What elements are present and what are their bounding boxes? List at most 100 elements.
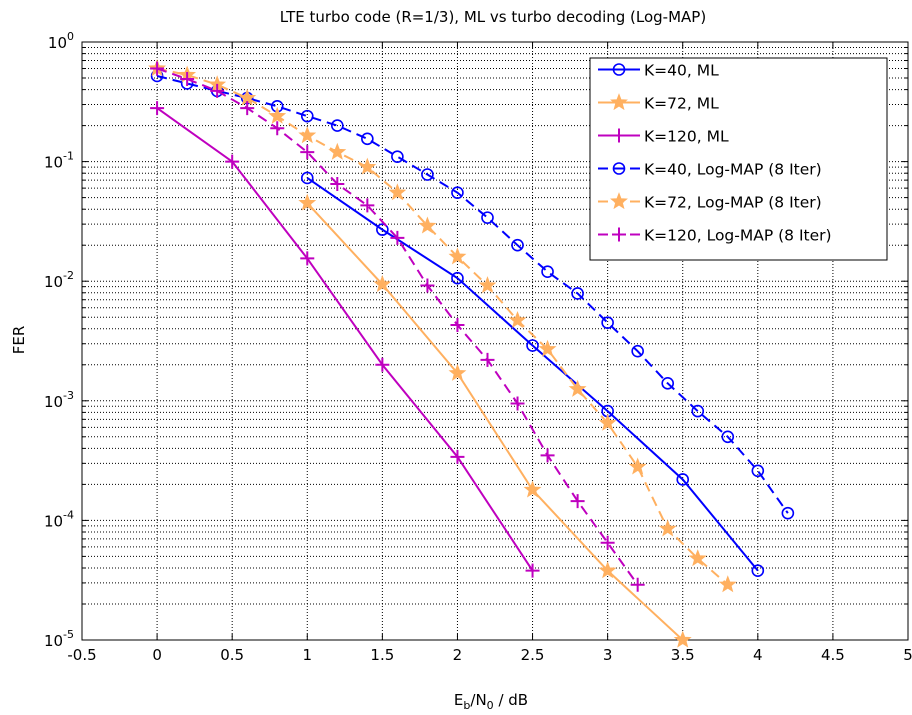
circle-marker bbox=[451, 186, 464, 199]
star-marker bbox=[298, 126, 317, 144]
star-marker bbox=[598, 413, 617, 431]
series-2 bbox=[298, 193, 692, 648]
plus-marker bbox=[540, 448, 555, 463]
circle-marker bbox=[571, 287, 584, 300]
star-marker bbox=[568, 379, 587, 397]
x-tick-label: 2 bbox=[453, 646, 463, 664]
star-marker bbox=[718, 575, 737, 593]
circle-marker bbox=[661, 377, 675, 390]
star-marker bbox=[658, 519, 677, 537]
y-tick-label: 100 bbox=[48, 30, 74, 52]
plus-marker bbox=[630, 577, 645, 592]
star-marker bbox=[373, 275, 392, 293]
plus-marker bbox=[420, 278, 435, 293]
plus-marker bbox=[570, 494, 585, 509]
plus-marker bbox=[150, 61, 165, 76]
circle-marker bbox=[300, 109, 314, 123]
circle-marker bbox=[751, 564, 765, 577]
star-marker bbox=[610, 192, 628, 210]
x-axis-label: Eb/N0 / dB bbox=[454, 691, 528, 712]
circle-marker bbox=[601, 316, 614, 329]
legend-label: K=72, Log-MAP (8 Iter) bbox=[644, 194, 822, 212]
circle-marker bbox=[361, 132, 374, 146]
circle-marker bbox=[631, 344, 644, 358]
circle-marker bbox=[691, 404, 705, 418]
star-marker bbox=[448, 247, 467, 265]
legend-label: K=120, ML bbox=[644, 128, 729, 146]
plus-marker bbox=[210, 83, 225, 98]
series-6 bbox=[150, 61, 645, 592]
series-layer bbox=[148, 59, 795, 648]
series-line bbox=[156, 107, 534, 572]
plus-marker bbox=[300, 145, 315, 160]
plus-marker bbox=[450, 449, 465, 464]
star-marker bbox=[448, 363, 467, 381]
x-axis-label-sub-0: 0 bbox=[487, 699, 494, 712]
legend-box bbox=[589, 57, 888, 261]
y-tick-labels: 100 10-1 10-2 10-3 10-4 10-5 bbox=[44, 30, 74, 650]
circle-marker bbox=[751, 464, 765, 478]
legend-entry-3: K=120, ML bbox=[598, 128, 729, 146]
plus-marker bbox=[600, 535, 615, 550]
x-tick-label: 1 bbox=[302, 646, 312, 664]
circle-marker bbox=[526, 339, 539, 352]
star-marker bbox=[358, 157, 377, 175]
x-axis-label-e: E bbox=[454, 691, 463, 709]
series-3 bbox=[150, 101, 540, 578]
star-marker bbox=[508, 311, 527, 329]
circle-marker bbox=[612, 63, 626, 76]
star-marker bbox=[538, 339, 557, 357]
x-axis-label-unit: / dB bbox=[494, 691, 528, 709]
circle-marker bbox=[300, 171, 314, 185]
circle-marker bbox=[781, 506, 795, 520]
circle-marker bbox=[391, 150, 404, 163]
legend-label: K=120, Log-MAP (8 Iter) bbox=[644, 227, 832, 245]
y-tick-label: 10-1 bbox=[44, 150, 74, 172]
plus-marker bbox=[450, 318, 465, 333]
series-5 bbox=[148, 59, 737, 593]
plus-marker bbox=[150, 101, 165, 116]
circle-marker bbox=[676, 473, 690, 486]
x-axis-label-n: /N bbox=[470, 691, 486, 709]
plus-marker bbox=[300, 251, 315, 266]
star-marker bbox=[688, 549, 707, 567]
series-line bbox=[156, 67, 639, 586]
axis-ticks bbox=[81, 41, 909, 641]
star-marker bbox=[478, 276, 497, 294]
circle-marker bbox=[511, 238, 524, 252]
x-tick-label: 0.5 bbox=[220, 646, 244, 664]
series-line bbox=[306, 177, 759, 572]
legend-label: K=40, ML bbox=[644, 62, 719, 80]
x-tick-label: 3.5 bbox=[671, 646, 695, 664]
star-marker bbox=[418, 216, 437, 234]
x-tick-label: 3 bbox=[603, 646, 613, 664]
star-marker bbox=[328, 142, 347, 160]
y-tick-label: 10-4 bbox=[44, 508, 74, 530]
x-tick-label: 0 bbox=[152, 646, 162, 664]
star-marker bbox=[628, 457, 647, 475]
legend-entry-5: K=72, Log-MAP (8 Iter) bbox=[598, 192, 822, 212]
star-marker bbox=[523, 480, 542, 498]
star-marker bbox=[298, 193, 317, 211]
series-line bbox=[156, 67, 729, 586]
plus-marker bbox=[240, 101, 255, 116]
legend-entry-1: K=40, ML bbox=[598, 62, 719, 80]
plus-marker bbox=[330, 176, 345, 191]
circle-marker bbox=[541, 265, 554, 279]
chart-title: LTE turbo code (R=1/3), ML vs turbo deco… bbox=[280, 8, 706, 26]
legend-entry-4: K=40, Log-MAP (8 Iter) bbox=[598, 161, 822, 179]
y-tick-label: 10-5 bbox=[44, 628, 74, 650]
legend: K=40, ML K=72, ML K=120, ML K=40, Log-MAP (… bbox=[589, 57, 888, 261]
series-line bbox=[156, 74, 789, 514]
circle-marker bbox=[612, 162, 626, 175]
circle-marker bbox=[421, 168, 434, 181]
x-tick-label: -0.5 bbox=[67, 646, 96, 664]
y-tick-label: 10-3 bbox=[44, 389, 74, 411]
star-marker bbox=[388, 183, 407, 201]
x-tick-labels: -0.5 0 0.5 1 1.5 2 2.5 3 3.5 4 4.5 5 bbox=[67, 646, 912, 664]
x-tick-label: 5 bbox=[903, 646, 912, 664]
x-tick-label: 2.5 bbox=[521, 646, 545, 664]
circle-marker bbox=[481, 211, 494, 224]
plus-marker bbox=[360, 198, 375, 213]
